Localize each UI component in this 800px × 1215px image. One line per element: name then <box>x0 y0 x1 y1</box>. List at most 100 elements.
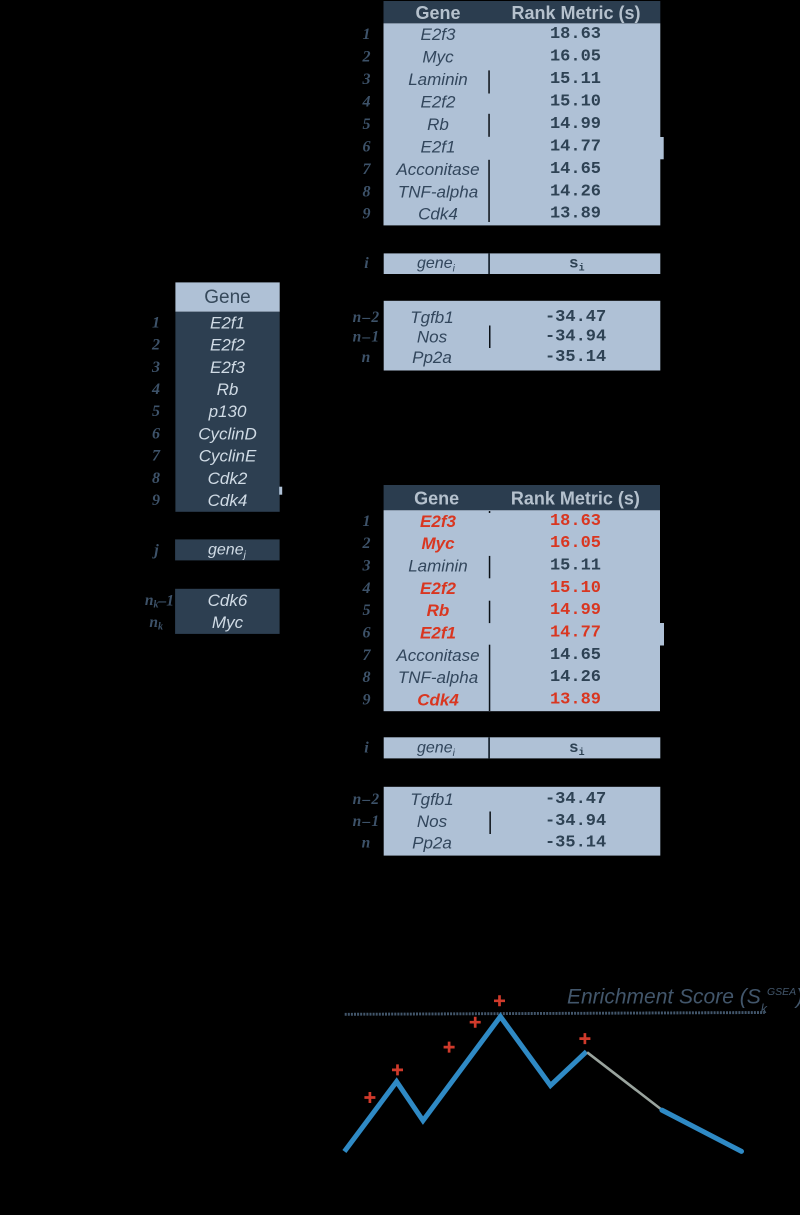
svg-text:15.11: 15.11 <box>550 70 601 89</box>
svg-text:Acconitase: Acconitase <box>395 646 479 665</box>
svg-text:n–2: n–2 <box>353 791 381 808</box>
svg-text:TNF-alpha: TNF-alpha <box>398 182 478 201</box>
svg-text:n–1: n–1 <box>353 813 381 830</box>
svg-text:TNF-alpha: TNF-alpha <box>398 668 478 687</box>
svg-text:4: 4 <box>362 580 371 597</box>
svg-text:Rank Metric (s): Rank Metric (s) <box>511 488 640 508</box>
svg-text:genei: genei <box>417 255 456 274</box>
svg-text:Rank Metric (s): Rank Metric (s) <box>511 3 640 23</box>
svg-text:E2f1: E2f1 <box>420 624 456 643</box>
svg-text:2: 2 <box>151 337 160 354</box>
svg-text:E2f2: E2f2 <box>210 336 246 355</box>
svg-text:2: 2 <box>362 535 371 552</box>
svg-text:Cdk4: Cdk4 <box>417 691 459 710</box>
svg-text:Acconitase: Acconitase <box>395 160 479 179</box>
svg-text:Myc: Myc <box>212 613 244 632</box>
svg-text:E2f1: E2f1 <box>210 313 245 332</box>
svg-text:14.99: 14.99 <box>550 601 601 620</box>
svg-text:14.77: 14.77 <box>550 137 601 156</box>
svg-text:14.77: 14.77 <box>550 624 601 643</box>
svg-text:16.05: 16.05 <box>550 534 601 553</box>
svg-text:E2f3: E2f3 <box>420 512 456 531</box>
svg-text:-35.14: -35.14 <box>545 348 606 367</box>
svg-text:14.65: 14.65 <box>550 646 601 665</box>
svg-text:8: 8 <box>363 183 371 200</box>
svg-text:Laminin: Laminin <box>408 557 468 576</box>
svg-text:Gene: Gene <box>414 488 459 508</box>
svg-text:14.65: 14.65 <box>550 160 601 179</box>
svg-text:-34.47: -34.47 <box>545 308 606 327</box>
svg-text:n–2: n–2 <box>353 309 381 326</box>
svg-text:9: 9 <box>363 206 371 223</box>
svg-text:i: i <box>364 739 369 756</box>
svg-text:Laminin: Laminin <box>408 70 468 89</box>
svg-text:n: n <box>362 349 372 366</box>
svg-text:Rb: Rb <box>427 601 450 620</box>
svg-text:5: 5 <box>152 403 160 420</box>
svg-text:3: 3 <box>151 359 160 376</box>
svg-text:Cdk4: Cdk4 <box>208 491 248 510</box>
svg-text:E2f2: E2f2 <box>420 579 456 598</box>
svg-text:18.63: 18.63 <box>550 25 601 44</box>
svg-text:n–1: n–1 <box>353 328 381 345</box>
svg-text:14.26: 14.26 <box>550 182 601 201</box>
svg-text:Rb: Rb <box>217 380 239 399</box>
svg-text:Myc: Myc <box>421 534 455 553</box>
svg-text:1: 1 <box>363 513 371 530</box>
svg-text:4: 4 <box>362 93 371 110</box>
svg-text:CyclinD: CyclinD <box>198 424 257 443</box>
svg-text:1: 1 <box>152 314 160 331</box>
svg-text:14.99: 14.99 <box>550 115 601 134</box>
svg-text:3: 3 <box>362 71 371 88</box>
svg-text:nk–1: nk–1 <box>145 592 174 610</box>
svg-text:p130: p130 <box>208 402 247 421</box>
svg-text:13.89: 13.89 <box>550 691 601 710</box>
svg-text:-34.94: -34.94 <box>545 327 606 346</box>
svg-text:Nos: Nos <box>417 327 448 346</box>
svg-text:E2f3: E2f3 <box>421 25 457 44</box>
svg-text:15.10: 15.10 <box>550 579 601 598</box>
svg-text:Cdk6: Cdk6 <box>208 591 248 610</box>
svg-text:Tgfb1: Tgfb1 <box>410 308 453 327</box>
svg-text:j: j <box>151 542 159 559</box>
svg-text:-34.94: -34.94 <box>545 812 606 831</box>
svg-text:5: 5 <box>363 602 371 619</box>
svg-text:E2f3: E2f3 <box>210 358 246 377</box>
svg-text:genei: genei <box>417 739 456 758</box>
svg-text:Tgfb1: Tgfb1 <box>410 790 453 809</box>
svg-text:7: 7 <box>152 448 161 465</box>
svg-text:E2f1: E2f1 <box>421 137 456 156</box>
svg-text:6: 6 <box>363 138 371 155</box>
svg-text:6: 6 <box>363 625 371 642</box>
svg-text:9: 9 <box>363 692 371 709</box>
svg-text:4: 4 <box>151 381 160 398</box>
svg-text:18.63: 18.63 <box>550 512 601 531</box>
svg-text:Cdk4: Cdk4 <box>418 205 458 224</box>
svg-text:Nos: Nos <box>417 812 448 831</box>
svg-text:3: 3 <box>362 558 371 575</box>
svg-text:Rb: Rb <box>427 115 449 134</box>
svg-text:7: 7 <box>363 647 372 664</box>
svg-text:Myc: Myc <box>422 47 454 66</box>
svg-text:-35.14: -35.14 <box>545 834 606 853</box>
svg-text:16.05: 16.05 <box>550 47 601 66</box>
svg-text:2: 2 <box>362 48 371 65</box>
svg-text:Gene: Gene <box>204 287 250 308</box>
svg-text:Gene: Gene <box>415 3 460 23</box>
svg-text:6: 6 <box>152 425 160 442</box>
svg-text:14.26: 14.26 <box>550 668 601 687</box>
svg-text:n: n <box>362 835 372 852</box>
svg-text:Pp2a: Pp2a <box>412 834 452 853</box>
svg-text:-34.47: -34.47 <box>545 790 606 809</box>
svg-text:Cdk2: Cdk2 <box>208 469 248 488</box>
svg-text:9: 9 <box>152 492 160 509</box>
svg-text:CyclinE: CyclinE <box>199 447 257 466</box>
svg-text:genej: genej <box>208 542 247 561</box>
svg-text:8: 8 <box>363 669 371 686</box>
svg-text:15.11: 15.11 <box>550 557 601 576</box>
svg-text:i: i <box>364 255 369 272</box>
svg-text:5: 5 <box>363 116 371 133</box>
svg-text:8: 8 <box>152 470 160 487</box>
svg-text:Pp2a: Pp2a <box>412 348 452 367</box>
svg-text:15.10: 15.10 <box>550 92 601 111</box>
